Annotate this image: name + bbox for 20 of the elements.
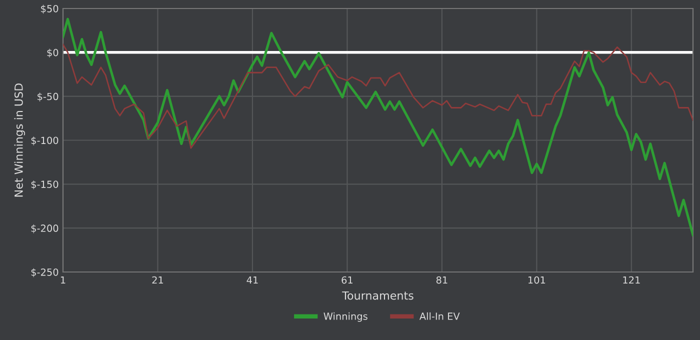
x-tick-label: 121	[623, 276, 640, 284]
legend-label: Winnings	[324, 312, 368, 322]
line-series	[63, 18, 693, 236]
y-tick-label: $-150	[31, 180, 58, 190]
x-tick-label: 21	[152, 276, 164, 284]
y-tick-label: $-100	[31, 136, 58, 146]
y-tick-label: $-200	[31, 224, 58, 234]
line-series	[63, 44, 693, 149]
legend-label: All-In EV	[419, 312, 460, 320]
x-tick-label: 101	[528, 276, 546, 284]
x-tick-label: 1	[60, 276, 66, 284]
y-tick-label: $-250	[31, 268, 58, 278]
x-tick-label: 81	[436, 276, 448, 284]
x-axis-title: Tournaments	[342, 291, 414, 300]
y-tick-label: $0	[47, 48, 58, 58]
y-tick-label: $-50	[38, 92, 58, 102]
x-tick-label: 61	[342, 276, 352, 284]
y-tick-label: $50	[41, 4, 58, 14]
y-axis-title: Net Winnings in USD	[14, 83, 26, 197]
x-tick-label: 41	[246, 276, 258, 284]
